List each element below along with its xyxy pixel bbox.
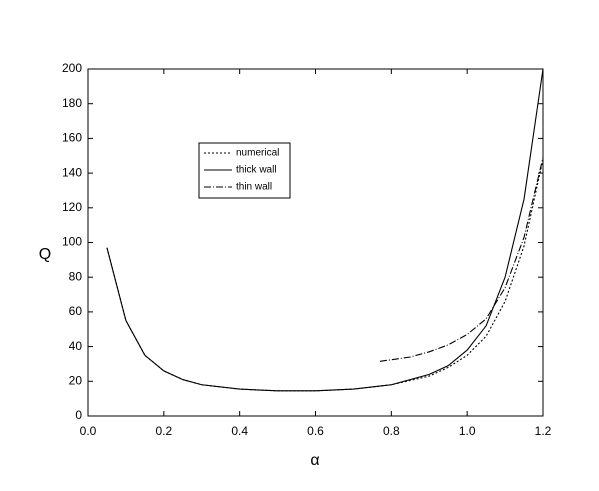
legend-label: thick wall: [236, 165, 277, 176]
x-tick-label: 0.6: [307, 424, 324, 438]
x-tick-label: 0.2: [155, 424, 172, 438]
y-tick-label: 140: [62, 165, 82, 179]
y-tick-label: 100: [62, 235, 82, 249]
x-tick-label: 1.2: [535, 424, 552, 438]
y-tick-label: 60: [69, 304, 83, 318]
legend-label: thin wall: [236, 182, 272, 193]
series-line: [106, 68, 544, 392]
y-tick-label: 0: [75, 408, 82, 422]
y-tick-label: 80: [69, 269, 83, 283]
y-tick-label: 160: [62, 131, 82, 145]
y-tick-label: 200: [62, 61, 82, 75]
y-tick-label: 120: [62, 200, 82, 214]
series-line: [106, 159, 544, 392]
x-tick-label: 0.0: [80, 424, 97, 438]
x-axis-label: α: [310, 452, 319, 469]
x-tick-label: 0.8: [383, 424, 400, 438]
series-line: [379, 157, 544, 362]
y-tick-label: 40: [69, 339, 83, 353]
y-axis-label: Q: [39, 246, 51, 263]
x-tick-label: 0.4: [231, 424, 248, 438]
y-tick-label: 180: [62, 96, 82, 110]
x-tick-label: 1.0: [459, 424, 476, 438]
y-tick-label: 20: [69, 373, 83, 387]
legend-label: numerical: [236, 148, 279, 159]
